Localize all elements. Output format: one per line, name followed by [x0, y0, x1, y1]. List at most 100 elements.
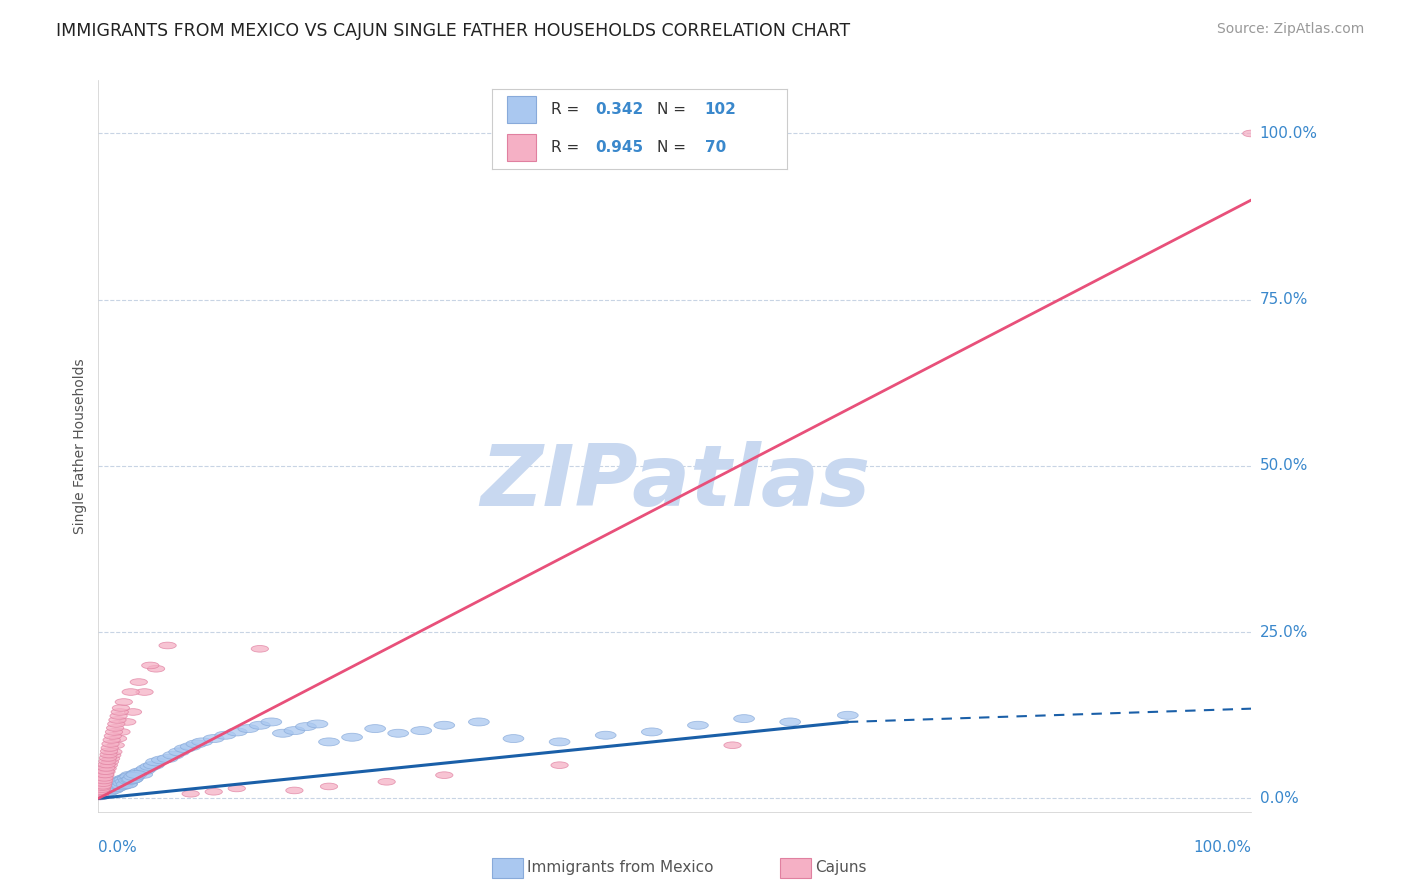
Ellipse shape [129, 768, 150, 776]
Ellipse shape [96, 775, 112, 781]
Ellipse shape [551, 762, 568, 769]
FancyBboxPatch shape [506, 134, 537, 161]
Ellipse shape [93, 784, 111, 790]
Ellipse shape [434, 722, 454, 730]
Ellipse shape [114, 776, 135, 784]
Ellipse shape [122, 774, 143, 782]
Ellipse shape [228, 785, 246, 792]
Ellipse shape [252, 646, 269, 652]
Ellipse shape [96, 786, 117, 794]
Ellipse shape [100, 751, 117, 758]
Ellipse shape [284, 727, 305, 735]
Text: R =: R = [551, 139, 585, 154]
Ellipse shape [110, 780, 131, 788]
Ellipse shape [117, 780, 138, 788]
Ellipse shape [215, 731, 236, 739]
Ellipse shape [101, 740, 120, 747]
Ellipse shape [191, 738, 212, 746]
Ellipse shape [91, 789, 112, 797]
Ellipse shape [98, 761, 115, 768]
Ellipse shape [114, 774, 135, 782]
Ellipse shape [734, 714, 755, 723]
Ellipse shape [98, 758, 117, 764]
Text: 100.0%: 100.0% [1260, 126, 1317, 141]
Ellipse shape [169, 747, 190, 756]
Ellipse shape [101, 784, 121, 792]
Ellipse shape [121, 776, 142, 784]
Ellipse shape [104, 781, 125, 789]
Ellipse shape [98, 765, 117, 772]
Ellipse shape [118, 719, 136, 725]
Ellipse shape [105, 780, 127, 788]
Text: R =: R = [551, 102, 585, 117]
Text: 100.0%: 100.0% [1194, 840, 1251, 855]
Text: 50.0%: 50.0% [1260, 458, 1308, 474]
Ellipse shape [97, 772, 114, 779]
Ellipse shape [103, 785, 124, 793]
Ellipse shape [91, 791, 108, 797]
Ellipse shape [124, 772, 145, 780]
Ellipse shape [97, 786, 118, 794]
Ellipse shape [101, 758, 118, 765]
Ellipse shape [146, 758, 166, 766]
Ellipse shape [550, 738, 569, 746]
Ellipse shape [100, 755, 117, 761]
FancyBboxPatch shape [506, 95, 537, 123]
Ellipse shape [121, 775, 142, 783]
Ellipse shape [104, 732, 121, 739]
Ellipse shape [96, 777, 112, 784]
Ellipse shape [93, 787, 110, 794]
Ellipse shape [295, 723, 316, 731]
Ellipse shape [91, 789, 110, 795]
Ellipse shape [105, 748, 122, 756]
Ellipse shape [319, 738, 339, 746]
Ellipse shape [125, 772, 146, 779]
Ellipse shape [127, 769, 148, 777]
Ellipse shape [94, 787, 114, 795]
Ellipse shape [136, 689, 153, 696]
Ellipse shape [101, 781, 122, 789]
Ellipse shape [94, 780, 112, 787]
Ellipse shape [111, 781, 132, 789]
Ellipse shape [90, 791, 111, 799]
Text: 75.0%: 75.0% [1260, 293, 1308, 307]
Text: 25.0%: 25.0% [1260, 624, 1308, 640]
Ellipse shape [97, 772, 114, 778]
Ellipse shape [108, 778, 128, 786]
Ellipse shape [307, 720, 328, 728]
Ellipse shape [152, 756, 172, 764]
Ellipse shape [111, 776, 132, 784]
Ellipse shape [118, 776, 139, 784]
Ellipse shape [112, 729, 131, 735]
Ellipse shape [641, 728, 662, 736]
Ellipse shape [118, 774, 138, 782]
Ellipse shape [90, 793, 108, 800]
Ellipse shape [121, 772, 141, 779]
Ellipse shape [93, 788, 114, 796]
Text: 70: 70 [704, 139, 725, 154]
Ellipse shape [273, 730, 294, 738]
Ellipse shape [186, 739, 207, 747]
Ellipse shape [97, 787, 118, 795]
Ellipse shape [136, 764, 157, 772]
Ellipse shape [103, 737, 121, 743]
Text: N =: N = [658, 139, 692, 154]
Ellipse shape [595, 731, 616, 739]
Text: ZIPatlas: ZIPatlas [479, 441, 870, 524]
Ellipse shape [159, 642, 176, 648]
Ellipse shape [110, 779, 131, 787]
Ellipse shape [107, 724, 124, 731]
Ellipse shape [780, 718, 800, 726]
Ellipse shape [107, 779, 128, 787]
Ellipse shape [107, 742, 124, 748]
Ellipse shape [124, 708, 142, 715]
Ellipse shape [101, 781, 122, 789]
Ellipse shape [163, 751, 184, 759]
Ellipse shape [105, 781, 125, 789]
Ellipse shape [181, 790, 200, 797]
Ellipse shape [411, 727, 432, 735]
Ellipse shape [132, 771, 153, 779]
Ellipse shape [110, 713, 128, 719]
Text: Immigrants from Mexico: Immigrants from Mexico [527, 861, 714, 875]
Ellipse shape [103, 786, 124, 794]
